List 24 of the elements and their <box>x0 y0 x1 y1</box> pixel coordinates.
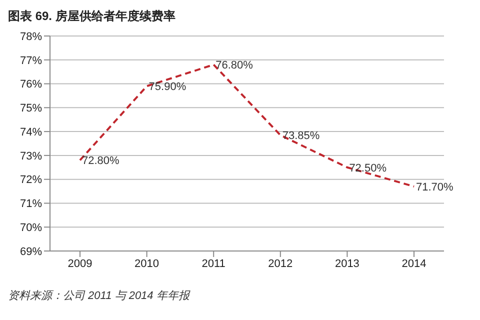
chart-title: 图表 69. 房屋供给者年度续费率 <box>8 8 176 25</box>
data-label: 76.80% <box>216 60 254 72</box>
x-tick-label: 2011 <box>202 258 226 270</box>
y-tick-label: 71% <box>20 198 42 210</box>
x-tick-label: 2012 <box>268 258 293 270</box>
y-tick-label: 69% <box>20 246 42 258</box>
x-tick-label: 2010 <box>134 258 160 270</box>
x-tick-label: 2009 <box>68 258 92 270</box>
data-label: 75.90% <box>148 81 186 94</box>
text: 资料来源：公司 2011 与 2014 年年报 <box>8 289 192 303</box>
y-tick-label: 74% <box>20 126 42 138</box>
y-tick-label: 78% <box>20 30 42 43</box>
y-tick-label: 75% <box>20 102 42 115</box>
x-tick-label: 2013 <box>334 258 360 270</box>
y-tick-label: 77% <box>20 54 42 67</box>
data-label: 73.85% <box>282 130 320 142</box>
data-label: 72.80% <box>82 155 120 168</box>
y-tick-label: 70% <box>20 222 42 234</box>
y-tick-label: 72% <box>20 174 42 186</box>
data-label: 71.70% <box>416 182 454 194</box>
y-tick-label: 76% <box>20 78 42 91</box>
y-tick-label: 73% <box>20 150 42 162</box>
x-tick-label: 2014 <box>402 258 426 270</box>
data-label: 72.50% <box>349 162 387 174</box>
